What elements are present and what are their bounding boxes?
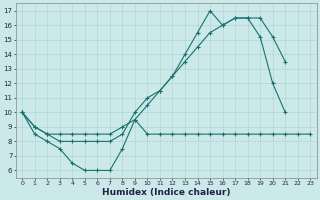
- X-axis label: Humidex (Indice chaleur): Humidex (Indice chaleur): [102, 188, 230, 197]
